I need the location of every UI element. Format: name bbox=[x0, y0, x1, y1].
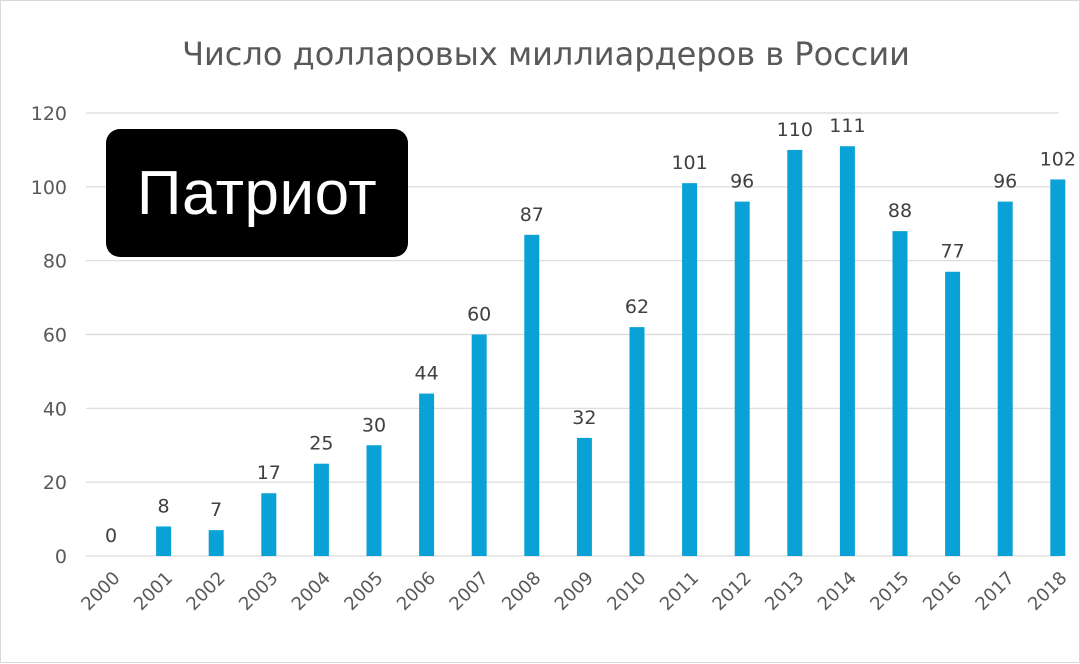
bar-2001 bbox=[156, 526, 172, 556]
x-tick-label: 2005 bbox=[340, 568, 387, 615]
bar-2012 bbox=[734, 201, 750, 556]
x-tick-label: 2000 bbox=[77, 568, 124, 615]
data-label-2006: 44 bbox=[415, 363, 439, 385]
data-label-2011: 101 bbox=[671, 152, 707, 174]
y-tick-label: 60 bbox=[43, 325, 67, 347]
bar-2002 bbox=[208, 530, 224, 556]
bar-2004 bbox=[313, 463, 329, 556]
data-label-2003: 17 bbox=[257, 462, 281, 484]
bars bbox=[156, 146, 1066, 556]
x-tick-label: 2001 bbox=[130, 568, 177, 615]
data-label-2009: 32 bbox=[572, 407, 596, 429]
y-tick-label: 40 bbox=[43, 398, 67, 420]
data-label-2007: 60 bbox=[467, 304, 491, 326]
bar-2007 bbox=[471, 334, 487, 556]
data-label-2010: 62 bbox=[625, 296, 649, 318]
data-label-2015: 88 bbox=[888, 200, 912, 222]
x-tick-label: 2018 bbox=[1024, 568, 1071, 615]
y-tick-label: 100 bbox=[31, 177, 67, 199]
x-axis-ticks: 2000 2001 2002 2003 2004 2005 2006 2007 2008 2009… bbox=[77, 568, 1071, 615]
x-tick-label: 2008 bbox=[498, 568, 545, 615]
bar-2017 bbox=[997, 201, 1013, 556]
bar-2006 bbox=[419, 393, 435, 556]
x-tick-label: 2003 bbox=[235, 568, 282, 615]
x-tick-label: 2017 bbox=[971, 568, 1018, 615]
y-tick-label: 0 bbox=[55, 546, 67, 568]
data-label-2016: 77 bbox=[941, 241, 965, 263]
bar-2010 bbox=[629, 327, 645, 556]
badge-label: Патриот bbox=[136, 158, 378, 228]
x-tick-label: 2006 bbox=[393, 568, 440, 615]
x-tick-label: 2014 bbox=[814, 568, 861, 615]
y-tick-label: 20 bbox=[43, 472, 67, 494]
data-label-2008: 87 bbox=[520, 204, 544, 226]
chart-title: Число долларовых миллиардеров в России bbox=[182, 35, 910, 73]
bar-2018 bbox=[1050, 179, 1066, 556]
x-tick-label: 2013 bbox=[761, 568, 808, 615]
x-tick-label: 2012 bbox=[708, 568, 755, 615]
x-tick-label: 2007 bbox=[445, 568, 492, 615]
bar-2016 bbox=[945, 271, 961, 556]
data-label-2013: 110 bbox=[777, 119, 813, 141]
x-tick-label: 2004 bbox=[288, 568, 335, 615]
y-axis-ticks: 0 20 40 60 80 100 120 bbox=[31, 103, 67, 568]
patriot-badge: Патриот bbox=[106, 129, 408, 257]
x-tick-label: 2009 bbox=[551, 568, 598, 615]
x-tick-label: 2015 bbox=[866, 568, 913, 615]
data-label-2000: 0 bbox=[105, 525, 117, 547]
x-tick-label: 2002 bbox=[182, 568, 229, 615]
bar-2011 bbox=[682, 183, 698, 556]
x-tick-label: 2010 bbox=[603, 568, 650, 615]
bar-2015 bbox=[892, 231, 908, 556]
data-label-2001: 8 bbox=[158, 495, 170, 517]
x-tick-label: 2011 bbox=[656, 568, 703, 615]
data-label-2005: 30 bbox=[362, 414, 386, 436]
data-label-2018: 102 bbox=[1040, 148, 1076, 170]
data-label-2012: 96 bbox=[730, 171, 754, 193]
data-label-2014: 111 bbox=[829, 115, 865, 137]
y-tick-label: 120 bbox=[31, 103, 67, 125]
bar-2005 bbox=[366, 445, 382, 556]
bar-2013 bbox=[787, 149, 803, 556]
x-tick-label: 2016 bbox=[919, 568, 966, 615]
bar-2014 bbox=[839, 146, 855, 556]
data-label-2017: 96 bbox=[993, 171, 1017, 193]
bar-2008 bbox=[524, 234, 540, 556]
data-label-2004: 25 bbox=[309, 433, 333, 455]
data-label-2002: 7 bbox=[210, 499, 222, 521]
y-tick-label: 80 bbox=[43, 251, 67, 273]
bar-2003 bbox=[261, 493, 277, 556]
bar-2009 bbox=[576, 437, 592, 556]
